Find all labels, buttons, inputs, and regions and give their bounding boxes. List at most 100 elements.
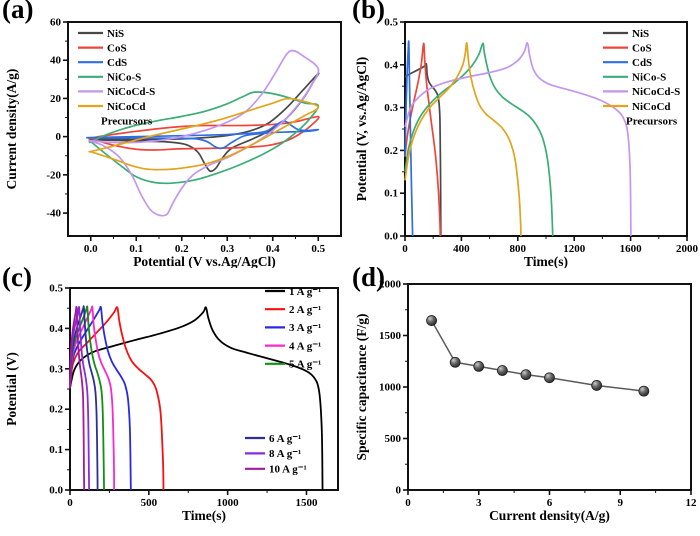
series-5 A g⁻¹ — [69, 305, 105, 491]
series-NiCoCd-S — [88, 49, 320, 217]
legend-extra-label: Precursors — [626, 115, 678, 127]
legend-label: 2 A g⁻¹ — [289, 304, 321, 316]
x-tick-label: 800 — [510, 243, 527, 255]
series-NiCo-S — [404, 42, 554, 237]
data-point-marker — [473, 361, 485, 372]
panel-d-label: (d) — [352, 262, 385, 292]
legend-label: 4 A g⁻¹ — [289, 340, 321, 352]
panel-d-capacitance-chart: 0 3 6 9 12 0 500 1000 1500 2000 Current density(A/… — [354, 279, 697, 524]
y-tick-label: -40 — [46, 208, 61, 220]
data-point-marker — [426, 315, 437, 326]
x-tick-label: 0.1 — [129, 243, 143, 255]
data-point-marker — [544, 372, 555, 384]
y-tick-label: 0.5 — [384, 17, 398, 29]
panel-b-label: (b) — [352, 0, 385, 24]
x-tick-label: 3 — [476, 497, 482, 509]
series-6 A g⁻¹ — [69, 305, 99, 491]
legend-label: 10 A g⁻¹ — [269, 464, 307, 476]
y-axis-label: Current density(A/g) — [4, 69, 19, 190]
legend-label: NiCoCd-S — [632, 86, 680, 98]
y-tick-label: 0.5 — [49, 283, 63, 295]
x-tick-label: 0 — [67, 497, 73, 509]
x-tick-label: 0 — [405, 497, 411, 509]
series-CdS — [404, 40, 414, 237]
panel-c: (c) 0 500 1000 1500 0.0 0.1 0.2 0.3 0.4 0.5 Time(s… — [0, 262, 350, 536]
y-tick-label: 0.0 — [384, 231, 398, 243]
y-tick-label: 0 — [396, 485, 402, 497]
axes: 0.0 0.1 0.2 0.3 0.4 0.5 -40 -20 0 20 40 60 Potential… — [4, 17, 342, 268]
y-tick-label: 0.2 — [49, 404, 63, 416]
legend-label: NiCo-S — [107, 72, 141, 84]
legend-label: NiCoCd — [632, 101, 671, 113]
y-tick-label: 0 — [56, 131, 62, 143]
legend-label: NiCoCd-S — [107, 86, 155, 98]
y-tick-label: 0.3 — [384, 102, 398, 114]
series-NiCoCd-S — [404, 42, 632, 237]
series-group — [69, 305, 324, 491]
x-tick-label: 2000 — [676, 243, 699, 255]
series-group — [86, 49, 320, 217]
plot-frame — [407, 283, 692, 491]
y-tick-label: 500 — [385, 433, 402, 445]
panel-c-label: (c) — [2, 262, 32, 292]
series-1 A g⁻¹ — [69, 306, 324, 491]
series-4 A g⁻¹ — [69, 305, 116, 491]
y-axis-label: Potential (V, vs.Ag/AgCl) — [354, 57, 369, 202]
x-tick-label: 0.3 — [220, 243, 234, 255]
panel-b: (b) 0 400 800 1200 1600 2000 0.0 0.1 0.2 0.3 0.4 0.… — [350, 0, 700, 268]
data-point-marker — [591, 380, 603, 391]
legend-label: 1 A g⁻¹ — [289, 286, 321, 298]
series-group — [430, 320, 644, 392]
axes: 0 3 6 9 12 0 500 1000 1500 2000 Current density(A/… — [354, 279, 697, 524]
series-10 A g⁻¹ — [69, 305, 86, 491]
y-tick-label: 1500 — [379, 330, 402, 342]
x-tick-label: 400 — [453, 243, 470, 255]
legend-label: 8 A g⁻¹ — [269, 448, 301, 460]
series-CdS — [86, 120, 320, 150]
x-tick-label: 1500 — [295, 497, 318, 509]
y-tick-label: 0.0 — [49, 485, 63, 497]
legend-label: CoS — [107, 42, 127, 54]
y-tick-label: 20 — [50, 93, 62, 105]
legend-extra-label: Precursors — [101, 115, 153, 127]
y-tick-label: 40 — [50, 55, 62, 67]
x-axis-label: Time(s) — [182, 508, 226, 523]
series-CoS — [404, 42, 442, 237]
x-tick-label: 1600 — [620, 243, 643, 255]
panel-a: (a) 0.0 0.1 0.2 0.3 0.4 0.5 -40 -20 0 20 40 60 Poten… — [0, 0, 350, 268]
legend: 1 A g⁻¹ 2 A g⁻¹ 3 A g⁻¹ 4 A g⁻¹ 5 A g⁻¹ 6 A g… — [245, 286, 321, 476]
series-3 A g⁻¹ — [69, 305, 132, 491]
y-tick-label: 0.1 — [49, 444, 63, 456]
data-point-marker — [449, 356, 461, 368]
x-axis-label: Time(s) — [524, 254, 568, 268]
x-tick-label: 0.4 — [266, 243, 280, 255]
data-point-marker — [638, 385, 650, 397]
series-NiCoCd — [88, 97, 320, 171]
legend: NiS CoS CdS NiCo-S NiCoCd-S NiCoCd Precursors — [78, 28, 155, 127]
y-tick-label: 0.1 — [384, 188, 398, 200]
legend-label: 3 A g⁻¹ — [289, 322, 321, 334]
legend-label: NiCo-S — [632, 72, 666, 84]
series-NiCoCd — [404, 42, 522, 237]
y-tick-label: 2000 — [379, 279, 402, 291]
series-CoS — [88, 115, 320, 151]
x-tick-label: 500 — [141, 497, 158, 509]
x-axis-label: Current density(A/g) — [489, 508, 610, 523]
y-tick-label: 0.2 — [384, 145, 398, 157]
panel-b-gcd-chart: 0 400 800 1200 1600 2000 0.0 0.1 0.2 0.3 0.4 0.5 Tim… — [354, 17, 699, 269]
y-tick-label: 60 — [50, 17, 62, 29]
series-NiS — [404, 62, 442, 237]
x-tick-label: 9 — [618, 497, 624, 509]
legend-label: CdS — [107, 57, 127, 69]
y-axis-label: Specific capacitance (F/g) — [354, 314, 369, 461]
x-tick-label: 0 — [402, 243, 408, 255]
legend-label: CdS — [632, 57, 652, 69]
series-group — [404, 40, 632, 237]
axes: 0 500 1000 1500 0.0 0.1 0.2 0.3 0.4 0.5 Time(s) Pot… — [4, 283, 339, 523]
y-tick-label: 0.4 — [384, 59, 398, 71]
legend-label: 6 A g⁻¹ — [269, 433, 301, 445]
data-point-marker — [496, 365, 508, 376]
x-tick-label: 0.5 — [311, 243, 325, 255]
series-2 A g⁻¹ — [69, 306, 165, 491]
